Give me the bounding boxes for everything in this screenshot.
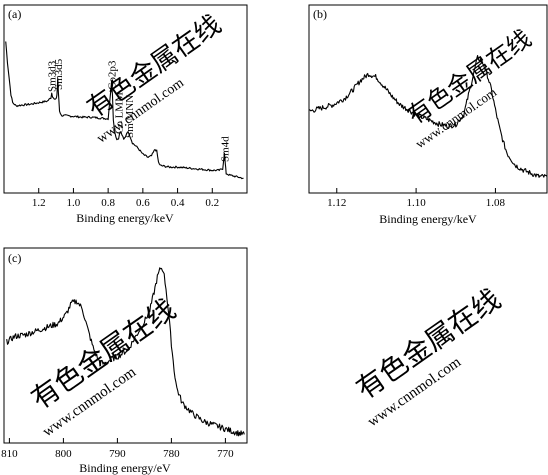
panel-c-xtick-label: 780 [163,448,180,460]
panel-a-xtick-label: 0.8 [101,197,115,209]
panel-a-annotation: Co2p3 [107,60,119,90]
panel-a-xtick-label: 0.2 [205,197,219,209]
panel-b-series-line [308,55,548,178]
panel-a-xtick-label: 0.6 [136,197,150,209]
panel-b-label: (b) [313,7,327,21]
panel-c-xtick-label: 810 [1,448,18,460]
watermark-right: 有色金属在线 www.cnnmol.com [351,283,507,430]
panel-a-annotation: Sm MNN [124,95,136,138]
panel-a-series-line [5,41,244,180]
panel-a-label: (a) [8,7,21,21]
panel-a-annotation: Sm3d3 [47,60,59,92]
panel-b-xtick-label: 1.10 [406,197,426,209]
panel-c-xtick-label: 800 [55,448,72,460]
panel-a-xtick-label: 1.0 [67,197,81,209]
panel-c-xtick-label: 790 [109,448,126,460]
watermark-c: 有色金属在线 www.cnnmol.com [26,293,182,440]
panel-c-series-line [6,267,245,437]
panel-b-xtick-label: 1.08 [486,197,506,209]
panel-c-xlabel: Binding energy/eV [79,461,171,475]
panel-a-xtick-label: 1.2 [32,197,46,209]
panel-b-plot: 1.12 1.10 1.08 [308,55,548,209]
watermark-a: 有色金属在线 www.cnnmol.com [82,10,226,147]
panel-a-annotation: Co LMM [114,92,126,134]
panel-a-xtick-label: 0.4 [171,197,185,209]
panel-b-frame [308,4,548,194]
panel-a-annotation: Sm4d [219,136,231,162]
panel-b-xtick-label: 1.12 [327,197,346,209]
panel-a-annotation: Sm3d5 [53,58,65,90]
panel-c-frame [3,247,248,444]
panel-c-xtick-label: 770 [217,448,234,460]
panel-c-label: (c) [8,251,21,265]
panel-c-plot: 810 800 790 780 770 [1,267,245,460]
panel-a-frame [3,4,248,194]
panel-a-xlabel: Binding energy/keV [76,211,174,225]
panel-b-xlabel: Binding energy/keV [379,212,477,226]
